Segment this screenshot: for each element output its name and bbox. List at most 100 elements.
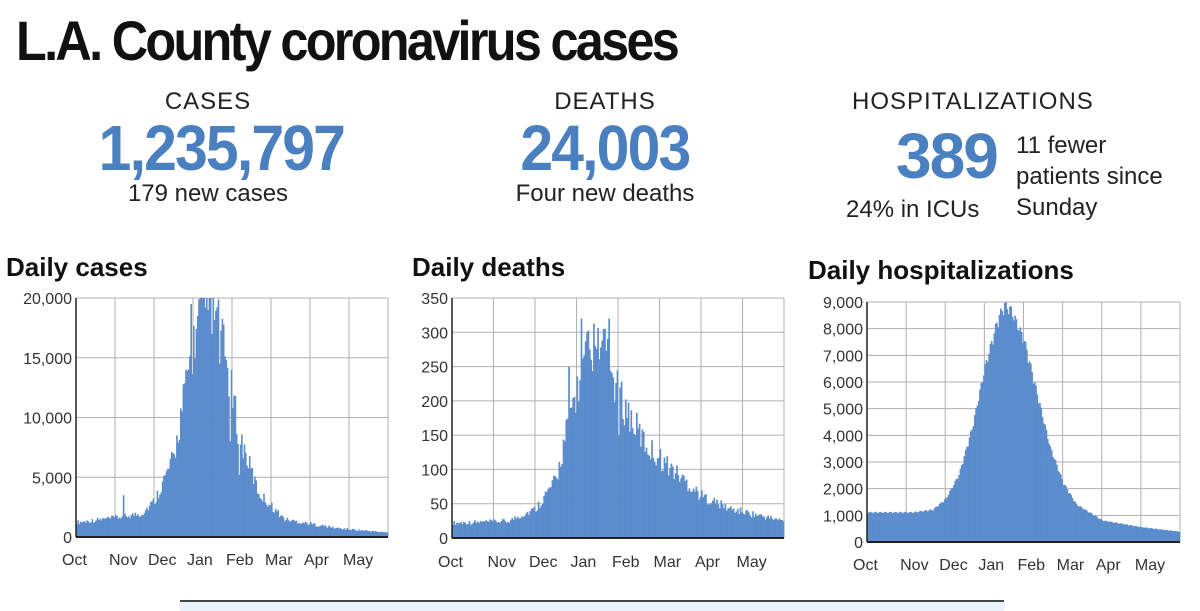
deaths-y-tick-label: 350 bbox=[421, 291, 448, 308]
hospitalizations-x-tick-label: Jan bbox=[978, 557, 1004, 574]
hospitalizations-bar bbox=[996, 322, 998, 542]
hospitalizations-bar bbox=[873, 512, 876, 542]
hospitalizations-bar bbox=[912, 513, 915, 542]
deaths-bar bbox=[706, 504, 709, 538]
hospitalizations-bar bbox=[1134, 525, 1136, 542]
deaths-y-tick-label: 50 bbox=[430, 497, 448, 514]
deaths-bar bbox=[671, 466, 674, 538]
hospitalizations-bar bbox=[1009, 306, 1011, 542]
deaths-bar bbox=[716, 499, 718, 538]
deaths-bar bbox=[544, 491, 547, 538]
hospitalizations-bar bbox=[1178, 531, 1181, 542]
hospitalizations-bar bbox=[943, 499, 946, 542]
deaths-bar bbox=[595, 349, 598, 538]
deaths-bar bbox=[499, 522, 501, 538]
cases-bar bbox=[131, 513, 134, 537]
hospitalizations-bar bbox=[868, 512, 870, 542]
deaths-sub: Four new deaths bbox=[515, 180, 695, 207]
cases-bar bbox=[164, 475, 166, 537]
cases-bar bbox=[317, 526, 320, 537]
cases-bar bbox=[247, 468, 250, 537]
deaths-bar bbox=[687, 491, 689, 538]
hospitalizations-bar bbox=[900, 512, 903, 542]
deaths-bar bbox=[570, 407, 573, 538]
deaths-bar bbox=[689, 491, 692, 538]
cases-bar bbox=[79, 521, 82, 537]
hospitalizations-y-tick-label: 7,000 bbox=[823, 348, 863, 365]
deaths-bar bbox=[618, 435, 620, 538]
cases-bar bbox=[377, 532, 380, 537]
hospitalizations-y-tick-label: 2,000 bbox=[823, 482, 863, 499]
deaths-bar bbox=[564, 441, 566, 538]
cases-bar bbox=[117, 518, 120, 537]
hospitalizations-bar bbox=[1067, 492, 1070, 542]
hospitalizations-bar bbox=[1041, 416, 1044, 542]
deaths-bar bbox=[535, 511, 537, 538]
deaths-bar bbox=[485, 520, 487, 538]
hospitalizations-bar bbox=[1170, 530, 1173, 542]
hospitalizations-bar bbox=[885, 511, 887, 542]
daily-hospitalizations-title: Daily hospitalizations bbox=[808, 255, 1074, 285]
cases-bar bbox=[375, 530, 377, 537]
hospitalizations-bar bbox=[976, 405, 979, 542]
deaths-bar bbox=[781, 519, 783, 538]
cases-bar bbox=[306, 522, 308, 537]
hospitalizations-bar bbox=[951, 487, 954, 542]
hospitalizations-bar bbox=[1146, 527, 1148, 542]
deaths-bar bbox=[770, 516, 772, 538]
cases-bar bbox=[323, 526, 325, 537]
cases-bar bbox=[268, 504, 270, 537]
cases-bar bbox=[176, 435, 178, 537]
hospitalizations-bar bbox=[915, 511, 917, 542]
cases-bar bbox=[83, 520, 86, 537]
hospitalizations-bar bbox=[979, 389, 981, 542]
deaths-bar bbox=[597, 327, 599, 538]
cases-bar bbox=[284, 521, 286, 537]
cases-bar bbox=[142, 515, 144, 537]
cases-bar bbox=[130, 514, 133, 537]
hospitalizations-bar bbox=[1138, 527, 1140, 542]
deaths-bar bbox=[576, 376, 579, 538]
deaths-x-tick-label: Oct bbox=[438, 554, 463, 571]
cases-bar bbox=[173, 454, 176, 537]
hospitalizations-bar bbox=[1147, 528, 1149, 542]
deaths-bar bbox=[626, 418, 628, 538]
cases-bar bbox=[349, 529, 351, 537]
cases-bar bbox=[103, 518, 105, 537]
cases-bar bbox=[250, 468, 252, 537]
deaths-bar bbox=[593, 323, 595, 538]
cases-bar bbox=[321, 524, 324, 537]
hospitalizations-bar bbox=[1037, 403, 1040, 542]
cases-bar bbox=[213, 320, 216, 537]
hospitalizations-y-tick-label: 1,000 bbox=[823, 508, 863, 525]
cases-bar bbox=[308, 524, 311, 537]
cases-bar bbox=[219, 363, 221, 537]
cases-sub: 179 new cases bbox=[127, 180, 289, 207]
deaths-bar bbox=[669, 467, 671, 538]
deaths-bar bbox=[742, 513, 745, 538]
hospitalizations-bar bbox=[1074, 501, 1076, 542]
deaths-y-tick-label: 150 bbox=[421, 428, 448, 445]
cases-bar bbox=[290, 520, 293, 537]
deaths-bar bbox=[604, 328, 606, 538]
deaths-bar bbox=[609, 370, 612, 538]
hospitalizations-bar bbox=[1022, 342, 1024, 542]
cases-y-tick-label: 15,000 bbox=[23, 351, 72, 368]
deaths-bar bbox=[503, 519, 505, 538]
deaths-bar bbox=[454, 524, 457, 538]
hospitalizations-bar bbox=[1096, 517, 1099, 542]
deaths-bar bbox=[525, 513, 527, 538]
hospitalizations-bar bbox=[994, 323, 997, 542]
cases-bar bbox=[138, 516, 140, 537]
deaths-bar bbox=[518, 518, 521, 538]
hospitalizations-bar bbox=[1144, 527, 1147, 542]
deaths-bar bbox=[539, 507, 541, 538]
hospitalizations-bar bbox=[1092, 515, 1095, 542]
deaths-bar bbox=[598, 359, 601, 538]
deaths-bar bbox=[778, 518, 781, 538]
deaths-x-tick-label: Dec bbox=[529, 554, 557, 571]
hospitalizations-bar bbox=[1125, 524, 1127, 542]
hospitalizations-bar bbox=[1113, 522, 1116, 542]
hospitalizations-bar bbox=[1060, 474, 1062, 542]
cases-bar bbox=[148, 505, 151, 537]
